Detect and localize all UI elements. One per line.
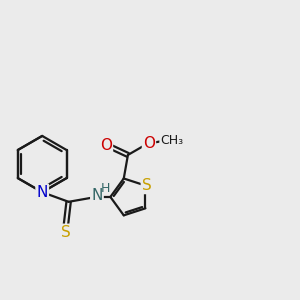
Text: O: O (100, 138, 112, 153)
Text: S: S (61, 225, 70, 240)
Text: S: S (142, 178, 152, 193)
Text: CH₃: CH₃ (160, 134, 184, 146)
Text: O: O (143, 136, 155, 151)
Text: N: N (91, 188, 103, 203)
Text: N: N (37, 185, 48, 200)
Text: H: H (100, 182, 110, 195)
